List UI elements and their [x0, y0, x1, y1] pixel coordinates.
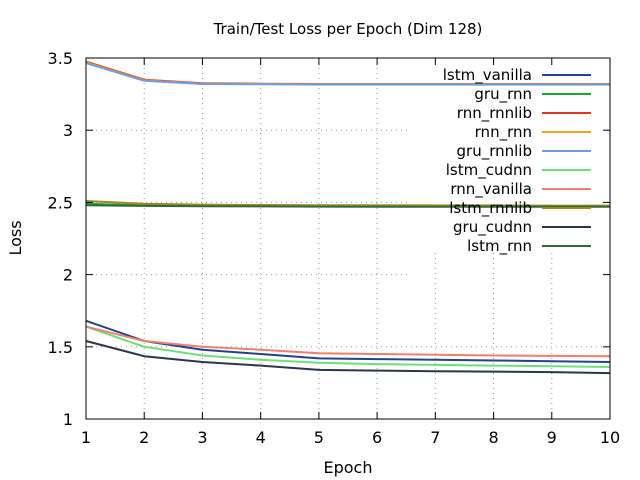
x-tick-label: 10: [600, 428, 620, 447]
series-line-gru_rnnlib: [85, 62, 610, 86]
x-tick-label: 3: [197, 428, 207, 447]
x-tick-label: 1: [81, 428, 91, 447]
series-line-rnn_vanilla: [85, 325, 611, 358]
series-line-lstm_cudnn: [85, 325, 611, 368]
y-axis-label: Loss: [6, 220, 25, 255]
series-line-lstm_vanilla: [85, 319, 611, 363]
y-tick-label: 1.5: [48, 338, 73, 357]
y-tick-label: 2.5: [48, 193, 73, 212]
legend-label-lstm_rnnlib: lstm_rnnlib: [449, 199, 532, 218]
y-tick-label: 2: [63, 266, 73, 285]
x-tick-label: 7: [430, 428, 440, 447]
legend-label-rnn_rnn: rnn_rnn: [475, 123, 532, 142]
y-tick-label: 3.5: [48, 49, 73, 68]
legend: lstm_vanillagru_rnnrnn_rnnlibrnn_rnngru_…: [443, 66, 591, 256]
legend-label-lstm_rnn: lstm_rnn: [467, 237, 532, 256]
x-tick-label: 8: [488, 428, 498, 447]
legend-label-gru_cudnn: gru_cudnn: [453, 218, 532, 237]
legend-label-lstm_cudnn: lstm_cudnn: [446, 161, 532, 180]
chart-title: Train/Test Loss per Epoch (Dim 128): [213, 20, 483, 38]
series-lines: [85, 60, 611, 375]
series-line-gru_cudnn: [85, 340, 611, 375]
x-tick-label: 2: [139, 428, 149, 447]
legend-label-gru_rnnlib: gru_rnnlib: [457, 142, 532, 161]
legend-label-rnn_rnnlib: rnn_rnnlib: [457, 104, 532, 123]
y-tick-label: 1: [63, 410, 73, 429]
series-line-lstm_rnnlib: [85, 200, 610, 207]
x-tick-label: 5: [314, 428, 324, 447]
x-tick-label: 9: [547, 428, 557, 447]
x-tick-label: 6: [372, 428, 382, 447]
x-tick-label: 4: [256, 428, 266, 447]
y-tick-label: 3: [63, 121, 73, 140]
legend-label-gru_rnn: gru_rnn: [474, 85, 532, 104]
x-axis-label: Epoch: [324, 458, 373, 477]
legend-label-rnn_vanilla: rnn_vanilla: [450, 180, 532, 199]
legend-label-lstm_vanilla: lstm_vanilla: [443, 66, 532, 85]
plot-frame: [85, 57, 611, 420]
series-line-lstm_rnn: [85, 204, 610, 208]
axis-ticks: 1 1.5 2 2.5 3 3.5 1 2 3 4 5 6 7 8 9 10: [48, 49, 621, 447]
